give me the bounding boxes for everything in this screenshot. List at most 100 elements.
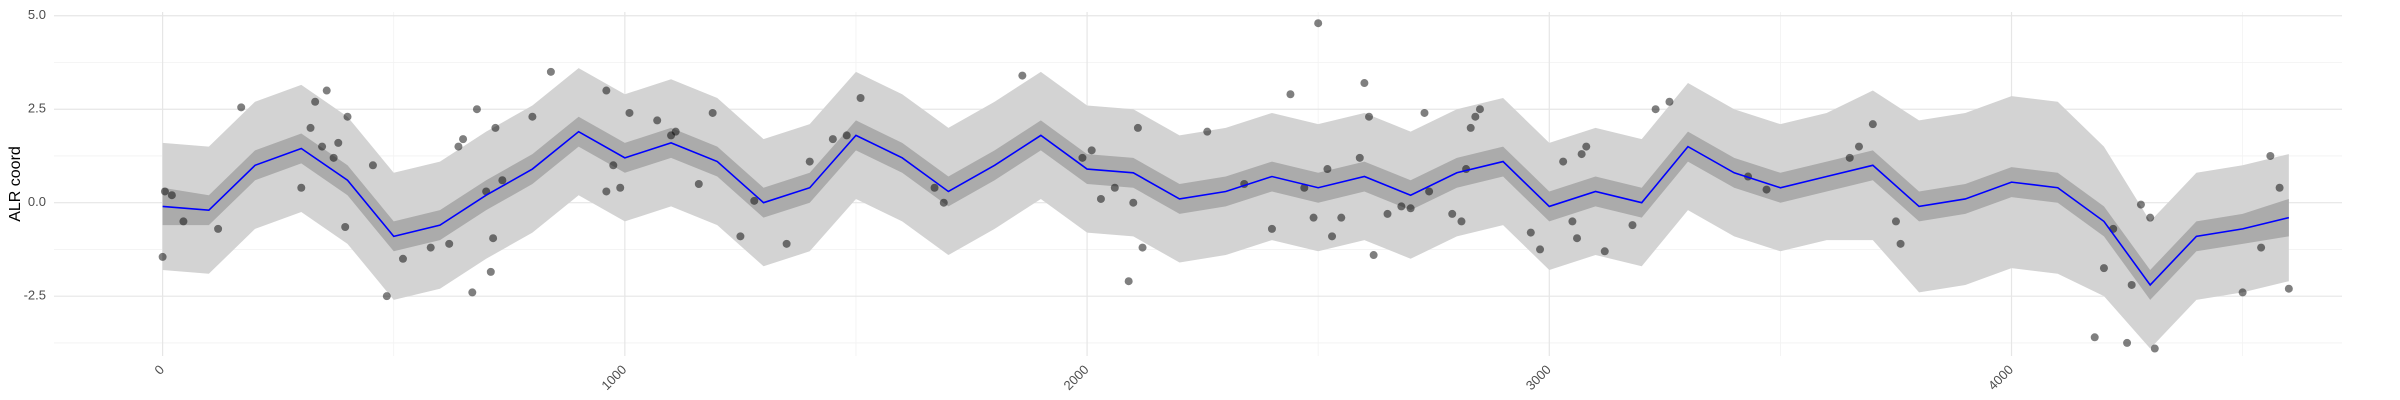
data-point xyxy=(2238,288,2247,297)
data-point xyxy=(329,153,338,162)
y-tick-label: 2.5 xyxy=(28,101,46,116)
x-tick-label: 3000 xyxy=(1523,362,1554,393)
y-tick-label: 5.0 xyxy=(28,7,46,22)
data-point xyxy=(939,198,948,207)
data-point xyxy=(736,232,745,241)
data-point xyxy=(856,94,865,102)
data-point xyxy=(1406,204,1415,213)
data-point xyxy=(167,191,176,200)
data-point xyxy=(708,108,717,117)
data-point xyxy=(2275,183,2284,192)
data-point xyxy=(1369,251,1378,260)
data-point xyxy=(1896,239,1905,248)
data-point xyxy=(237,103,246,112)
data-point xyxy=(2136,200,2145,209)
data-point xyxy=(671,127,680,136)
data-point xyxy=(1328,232,1337,241)
data-point xyxy=(1314,19,1323,28)
data-point xyxy=(1365,112,1374,121)
data-point xyxy=(1138,243,1147,252)
data-point xyxy=(2150,344,2159,353)
data-point xyxy=(546,67,555,76)
data-point xyxy=(1096,194,1105,203)
data-point xyxy=(653,116,662,125)
data-point xyxy=(1568,217,1577,226)
data-point xyxy=(454,142,463,151)
data-point xyxy=(486,267,495,276)
data-point xyxy=(343,112,352,121)
data-point xyxy=(2099,264,2108,273)
data-point xyxy=(842,131,851,140)
data-point xyxy=(1868,120,1877,129)
data-point xyxy=(1845,153,1854,162)
x-tick-label: 4000 xyxy=(1985,362,2016,393)
data-point xyxy=(472,105,481,114)
data-point xyxy=(1466,123,1475,132)
x-tick-label: 2000 xyxy=(1061,362,1092,393)
data-point xyxy=(459,135,468,144)
plot-marks xyxy=(158,19,2293,353)
data-point xyxy=(750,196,759,205)
data-point xyxy=(1355,153,1364,162)
data-point xyxy=(1383,209,1392,218)
data-point xyxy=(2090,333,2099,342)
data-point xyxy=(1651,105,1660,114)
data-point xyxy=(2146,213,2155,222)
data-point xyxy=(334,138,343,147)
data-point xyxy=(1762,185,1771,194)
data-point xyxy=(602,86,611,95)
data-point xyxy=(805,157,814,166)
data-point xyxy=(1087,146,1096,155)
data-point xyxy=(1475,105,1484,114)
data-point xyxy=(930,183,939,192)
x-tick-label: 1000 xyxy=(598,362,629,393)
data-point xyxy=(616,183,625,192)
data-point xyxy=(1018,71,1027,80)
data-point xyxy=(1425,187,1434,196)
inner-band xyxy=(162,116,2289,300)
data-point xyxy=(1600,247,1609,256)
data-point xyxy=(1397,202,1406,211)
data-point xyxy=(1286,90,1295,99)
data-point xyxy=(306,123,315,132)
data-point xyxy=(322,86,331,95)
smooth-line xyxy=(162,130,2290,287)
x-tick-label: 0 xyxy=(151,362,167,378)
data-point xyxy=(498,176,507,185)
data-point xyxy=(382,292,391,301)
data-point xyxy=(1577,150,1586,159)
data-point xyxy=(2266,151,2275,160)
data-point xyxy=(1573,234,1582,243)
data-point xyxy=(1078,153,1087,162)
data-point xyxy=(318,142,327,151)
data-point xyxy=(2257,243,2266,252)
data-point xyxy=(491,123,500,132)
data-point xyxy=(1267,224,1276,233)
data-point xyxy=(1309,213,1318,222)
data-point xyxy=(1129,198,1138,207)
data-point xyxy=(2123,338,2132,347)
data-point xyxy=(158,252,167,261)
data-point xyxy=(625,108,634,117)
data-point xyxy=(1526,228,1535,237)
data-point xyxy=(1628,221,1637,230)
data-point xyxy=(341,223,350,231)
data-point xyxy=(1300,183,1309,192)
data-point xyxy=(1665,97,1674,106)
data-point xyxy=(2284,284,2293,293)
data-point xyxy=(602,187,611,196)
data-point xyxy=(489,234,498,243)
y-axis-label: ALR coord xyxy=(7,146,24,222)
data-point xyxy=(160,187,169,196)
data-point xyxy=(1471,112,1480,121)
data-point xyxy=(445,239,454,248)
data-point xyxy=(1337,213,1346,222)
data-point xyxy=(297,183,306,192)
data-point xyxy=(528,112,537,121)
data-point xyxy=(1559,157,1568,166)
data-point xyxy=(468,288,477,297)
data-point xyxy=(311,97,320,106)
data-point xyxy=(1854,142,1863,151)
